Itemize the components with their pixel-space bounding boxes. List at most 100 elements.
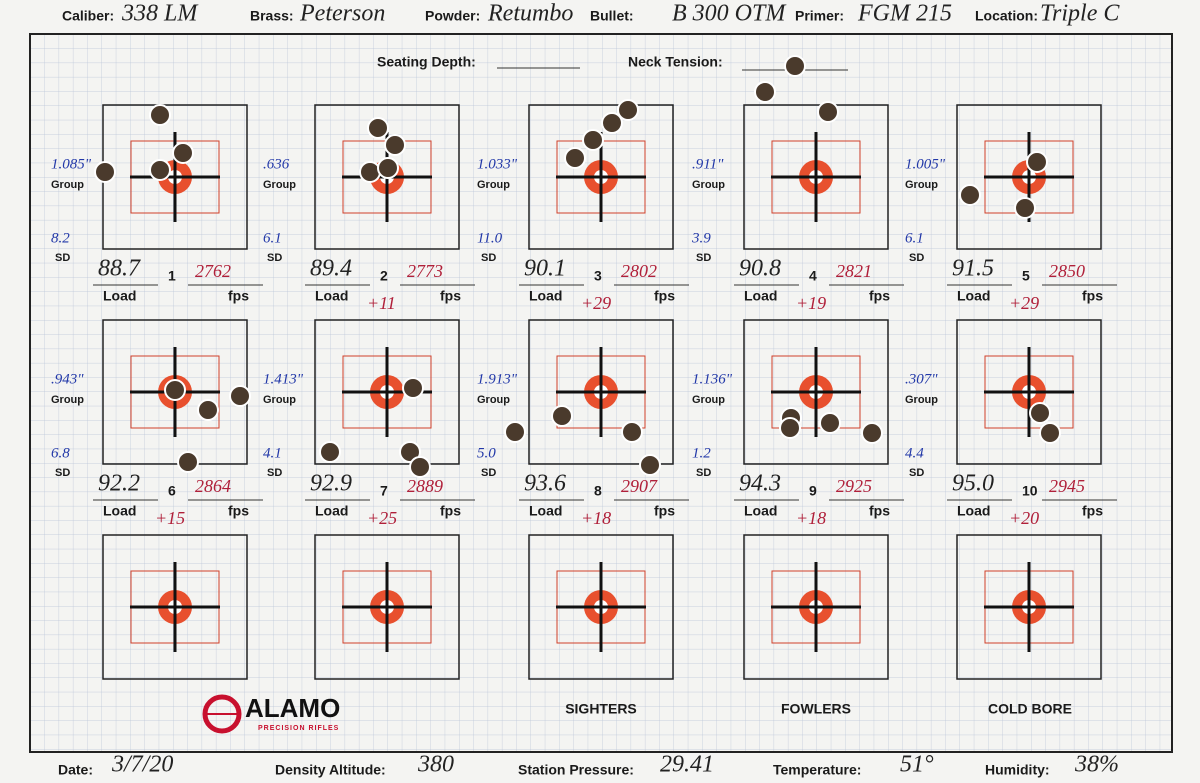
delta-value: +11 <box>367 293 396 313</box>
group-label: Group <box>51 179 84 191</box>
group-value: .307" <box>905 371 938 387</box>
top-label: Neck Tension: <box>628 54 723 70</box>
fps-value: 2907 <box>621 476 658 496</box>
field-value: B 300 OTM <box>672 1 787 27</box>
sd-value: 4.1 <box>263 445 282 461</box>
fps-label: fps <box>1082 503 1103 519</box>
bullet-hole <box>551 405 573 427</box>
bullet-hole <box>959 184 981 206</box>
delta-value: +29 <box>1009 293 1039 313</box>
sd-value: 6.8 <box>51 445 70 461</box>
top-label: Seating Depth: <box>377 54 476 70</box>
bullet-hole <box>177 451 199 473</box>
fps-value: 2864 <box>195 476 231 496</box>
sd-value: 4.4 <box>905 445 924 461</box>
target-number: 1 <box>168 268 176 284</box>
group-value: 1.413" <box>263 371 304 387</box>
fps-value: 2889 <box>407 476 443 496</box>
load-label: Load <box>744 288 777 304</box>
load-value: 92.2 <box>98 471 140 497</box>
load-label: Load <box>957 503 990 519</box>
group-value: .911" <box>692 156 724 172</box>
bullet-hole <box>754 81 776 103</box>
target-number: 7 <box>380 483 388 499</box>
fps-label: fps <box>1082 288 1103 304</box>
load-label: Load <box>315 288 348 304</box>
bottom-label: COLD BORE <box>988 701 1072 717</box>
load-value: 95.0 <box>952 471 994 497</box>
bullet-hole <box>617 99 639 121</box>
load-label: Load <box>957 288 990 304</box>
field-value: 38% <box>1074 752 1119 778</box>
load-value: 89.4 <box>310 256 352 282</box>
bullet-hole <box>197 399 219 421</box>
load-value: 90.8 <box>739 256 781 282</box>
bullet-hole <box>817 101 839 123</box>
group-label: Group <box>51 394 84 406</box>
bullet-hole <box>172 142 194 164</box>
field-value: 380 <box>417 752 454 778</box>
load-value: 90.1 <box>524 256 566 282</box>
fps-value: 2850 <box>1049 261 1085 281</box>
group-value: .943" <box>51 371 84 387</box>
bullet-hole <box>784 55 806 77</box>
bullet-hole <box>861 422 883 444</box>
delta-value: +15 <box>155 508 185 528</box>
fps-value: 2925 <box>836 476 872 496</box>
fps-value: 2773 <box>407 261 443 281</box>
sd-label: SD <box>55 467 70 479</box>
delta-value: +18 <box>796 508 826 528</box>
group-label: Group <box>477 394 510 406</box>
field-label: Temperature: <box>773 762 861 778</box>
fps-label: fps <box>440 288 461 304</box>
delta-value: +25 <box>367 508 397 528</box>
load-label: Load <box>103 288 136 304</box>
field-value: FGM 215 <box>857 1 952 27</box>
group-value: 1.005" <box>905 156 946 172</box>
bullet-hole <box>149 104 171 126</box>
field-value: Peterson <box>299 1 385 27</box>
load-value: 91.5 <box>952 256 994 282</box>
load-value: 94.3 <box>739 471 781 497</box>
bullet-hole <box>377 157 399 179</box>
field-value: 29.41 <box>660 752 714 778</box>
group-value: 1.033" <box>477 156 518 172</box>
field-value: 338 LM <box>121 1 199 27</box>
target-number: 3 <box>594 268 602 284</box>
field-value: 51° <box>900 752 934 778</box>
target-box <box>102 534 248 680</box>
target-number: 5 <box>1022 268 1030 284</box>
fps-label: fps <box>654 288 675 304</box>
delta-value: +19 <box>796 293 826 313</box>
field-label: Date: <box>58 762 93 778</box>
sd-value: 3.9 <box>691 230 711 246</box>
bullet-hole <box>94 161 116 183</box>
group-label: Group <box>692 179 725 191</box>
bullet-hole <box>504 421 526 443</box>
field-label: Location: <box>975 8 1038 24</box>
load-label: Load <box>744 503 777 519</box>
fps-label: fps <box>654 503 675 519</box>
field-label: Primer: <box>795 8 844 24</box>
bullet-hole <box>779 417 801 439</box>
fps-value: 2762 <box>195 261 231 281</box>
group-value: .636 <box>263 156 290 172</box>
fps-value: 2945 <box>1049 476 1085 496</box>
group-label: Group <box>905 394 938 406</box>
bullet-hole <box>582 129 604 151</box>
sd-label: SD <box>55 252 70 264</box>
fps-label: fps <box>228 288 249 304</box>
load-label: Load <box>103 503 136 519</box>
target-box <box>956 104 1102 250</box>
bottom-label: FOWLERS <box>781 701 851 717</box>
group-label: Group <box>263 394 296 406</box>
load-value: 93.6 <box>524 471 566 497</box>
load-label: Load <box>529 288 562 304</box>
load-value: 88.7 <box>98 256 141 282</box>
target-number: 4 <box>809 268 817 284</box>
group-value: 1.085" <box>51 156 92 172</box>
fps-label: fps <box>228 503 249 519</box>
sd-label: SD <box>696 467 711 479</box>
target-number: 2 <box>380 268 388 284</box>
bullet-hole <box>399 441 421 463</box>
